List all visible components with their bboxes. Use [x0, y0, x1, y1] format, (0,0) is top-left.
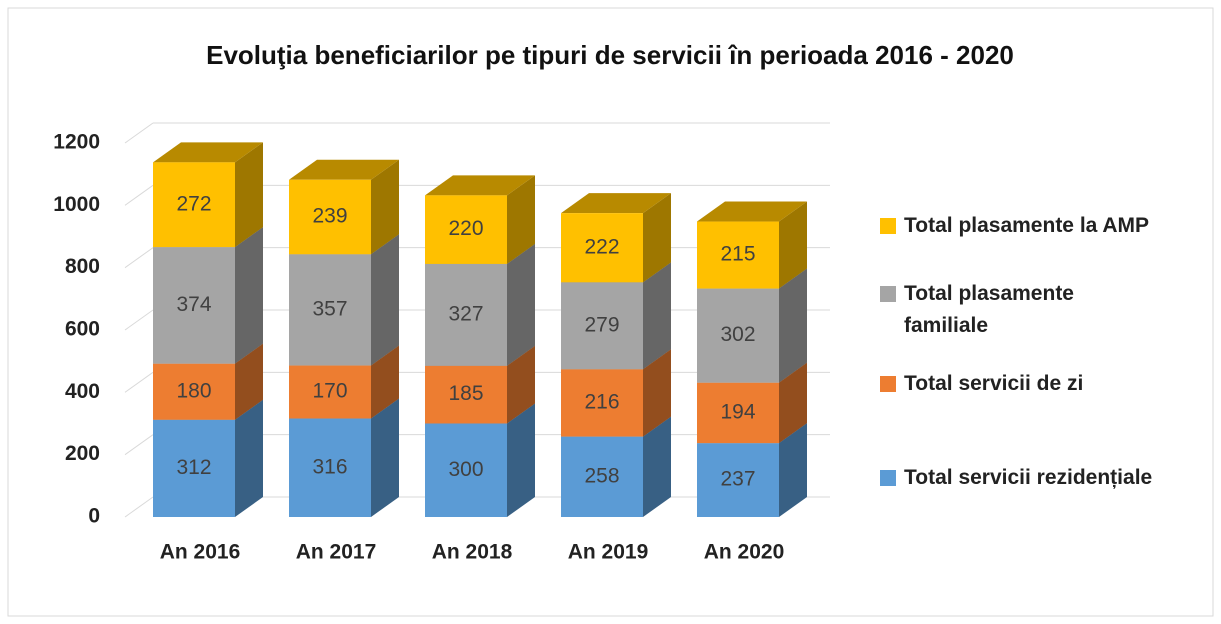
grid-line-side	[124, 434, 154, 456]
bar	[153, 363, 235, 420]
data-label: 302	[720, 323, 755, 346]
y-tick-label: 1200	[53, 131, 100, 154]
bar-side	[643, 349, 671, 437]
y-tick-label: 600	[65, 318, 100, 341]
bar	[425, 365, 507, 424]
data-label: 357	[312, 297, 347, 320]
bar-side	[507, 243, 535, 366]
bar	[153, 162, 235, 248]
data-label: 220	[448, 217, 483, 240]
bar	[697, 382, 779, 444]
bar	[153, 247, 235, 364]
data-label: 216	[584, 390, 619, 413]
chart-title: Evoluţia beneficiarilor pe tipuri de ser…	[206, 40, 1014, 70]
bar	[561, 282, 643, 370]
data-label: 374	[176, 293, 211, 316]
y-tick-label: 400	[65, 380, 100, 403]
bar	[289, 179, 371, 255]
bar	[561, 213, 643, 283]
bar	[289, 254, 371, 366]
legend-swatch	[880, 470, 896, 486]
bar	[561, 369, 643, 437]
bar-top	[697, 201, 807, 222]
data-label: 215	[720, 243, 755, 266]
data-label: 279	[584, 313, 619, 336]
bar-top	[153, 142, 263, 163]
data-label: 312	[176, 456, 211, 479]
bar-side	[779, 268, 807, 383]
data-label: 237	[720, 468, 755, 491]
data-label: 185	[448, 382, 483, 405]
bar-side	[507, 403, 535, 517]
bar-side	[235, 399, 263, 517]
x-tick-label: An 2018	[432, 541, 513, 564]
bar-side	[235, 343, 263, 420]
y-tick-label: 1000	[53, 193, 100, 216]
bar-side	[643, 193, 671, 283]
grid-line-side	[124, 371, 154, 393]
bar-side	[507, 175, 535, 264]
grid-line-side	[124, 184, 154, 206]
y-tick-label: 0	[88, 505, 100, 528]
data-label: 170	[312, 380, 347, 403]
bar	[425, 423, 507, 517]
legend-item: Total plasamente la AMP	[880, 210, 1210, 242]
bar	[697, 221, 779, 289]
legend-label: Total plasamente familiale	[904, 282, 1074, 337]
data-label: 327	[448, 302, 483, 325]
data-label: 239	[312, 205, 347, 228]
grid-line-side	[124, 122, 154, 144]
bar	[697, 443, 779, 517]
bar	[289, 418, 371, 517]
x-tick-label: An 2020	[704, 541, 785, 564]
legend-swatch	[880, 286, 896, 302]
x-tick-label: An 2016	[160, 541, 241, 564]
bar	[697, 288, 779, 383]
bar	[153, 419, 235, 517]
data-label: 180	[176, 379, 211, 402]
legend-swatch	[880, 218, 896, 234]
legend-label: Total servicii de zi	[904, 372, 1084, 395]
bar-side	[371, 345, 399, 419]
bar-side	[371, 234, 399, 366]
bar	[289, 365, 371, 419]
bar-side	[779, 423, 807, 517]
grid-line-side	[124, 496, 154, 518]
legend-item: Total servicii rezidențiale	[880, 462, 1210, 494]
bar-top	[561, 193, 671, 214]
bar-side	[643, 262, 671, 370]
bar-side	[507, 345, 535, 424]
legend-item: Total plasamente familiale	[880, 278, 1110, 342]
data-label: 258	[584, 464, 619, 487]
data-label: 222	[584, 235, 619, 258]
bar-side	[235, 142, 263, 248]
bar-side	[779, 362, 807, 444]
bar-side	[235, 227, 263, 364]
x-tick-label: An 2017	[296, 541, 377, 564]
bar-top	[425, 175, 535, 196]
grid-line-side	[124, 247, 154, 269]
bar-side	[371, 398, 399, 517]
y-tick-label: 200	[65, 442, 100, 465]
bar-top	[289, 159, 399, 180]
bar	[425, 263, 507, 366]
legend-label: Total servicii rezidențiale	[904, 466, 1153, 489]
y-tick-label: 800	[65, 255, 100, 278]
data-label: 194	[720, 400, 755, 423]
x-tick-label: An 2019	[568, 541, 649, 564]
bar-side	[643, 416, 671, 517]
data-label: 272	[176, 192, 211, 215]
bar	[425, 195, 507, 264]
data-label: 300	[448, 458, 483, 481]
bar	[561, 436, 643, 517]
legend-item: Total servicii de zi	[880, 368, 1210, 400]
data-label: 316	[312, 455, 347, 478]
legend-label: Total plasamente la AMP	[904, 214, 1150, 237]
bar-side	[371, 159, 399, 255]
bar-side	[779, 201, 807, 289]
legend-swatch	[880, 376, 896, 392]
grid-line-side	[124, 309, 154, 331]
